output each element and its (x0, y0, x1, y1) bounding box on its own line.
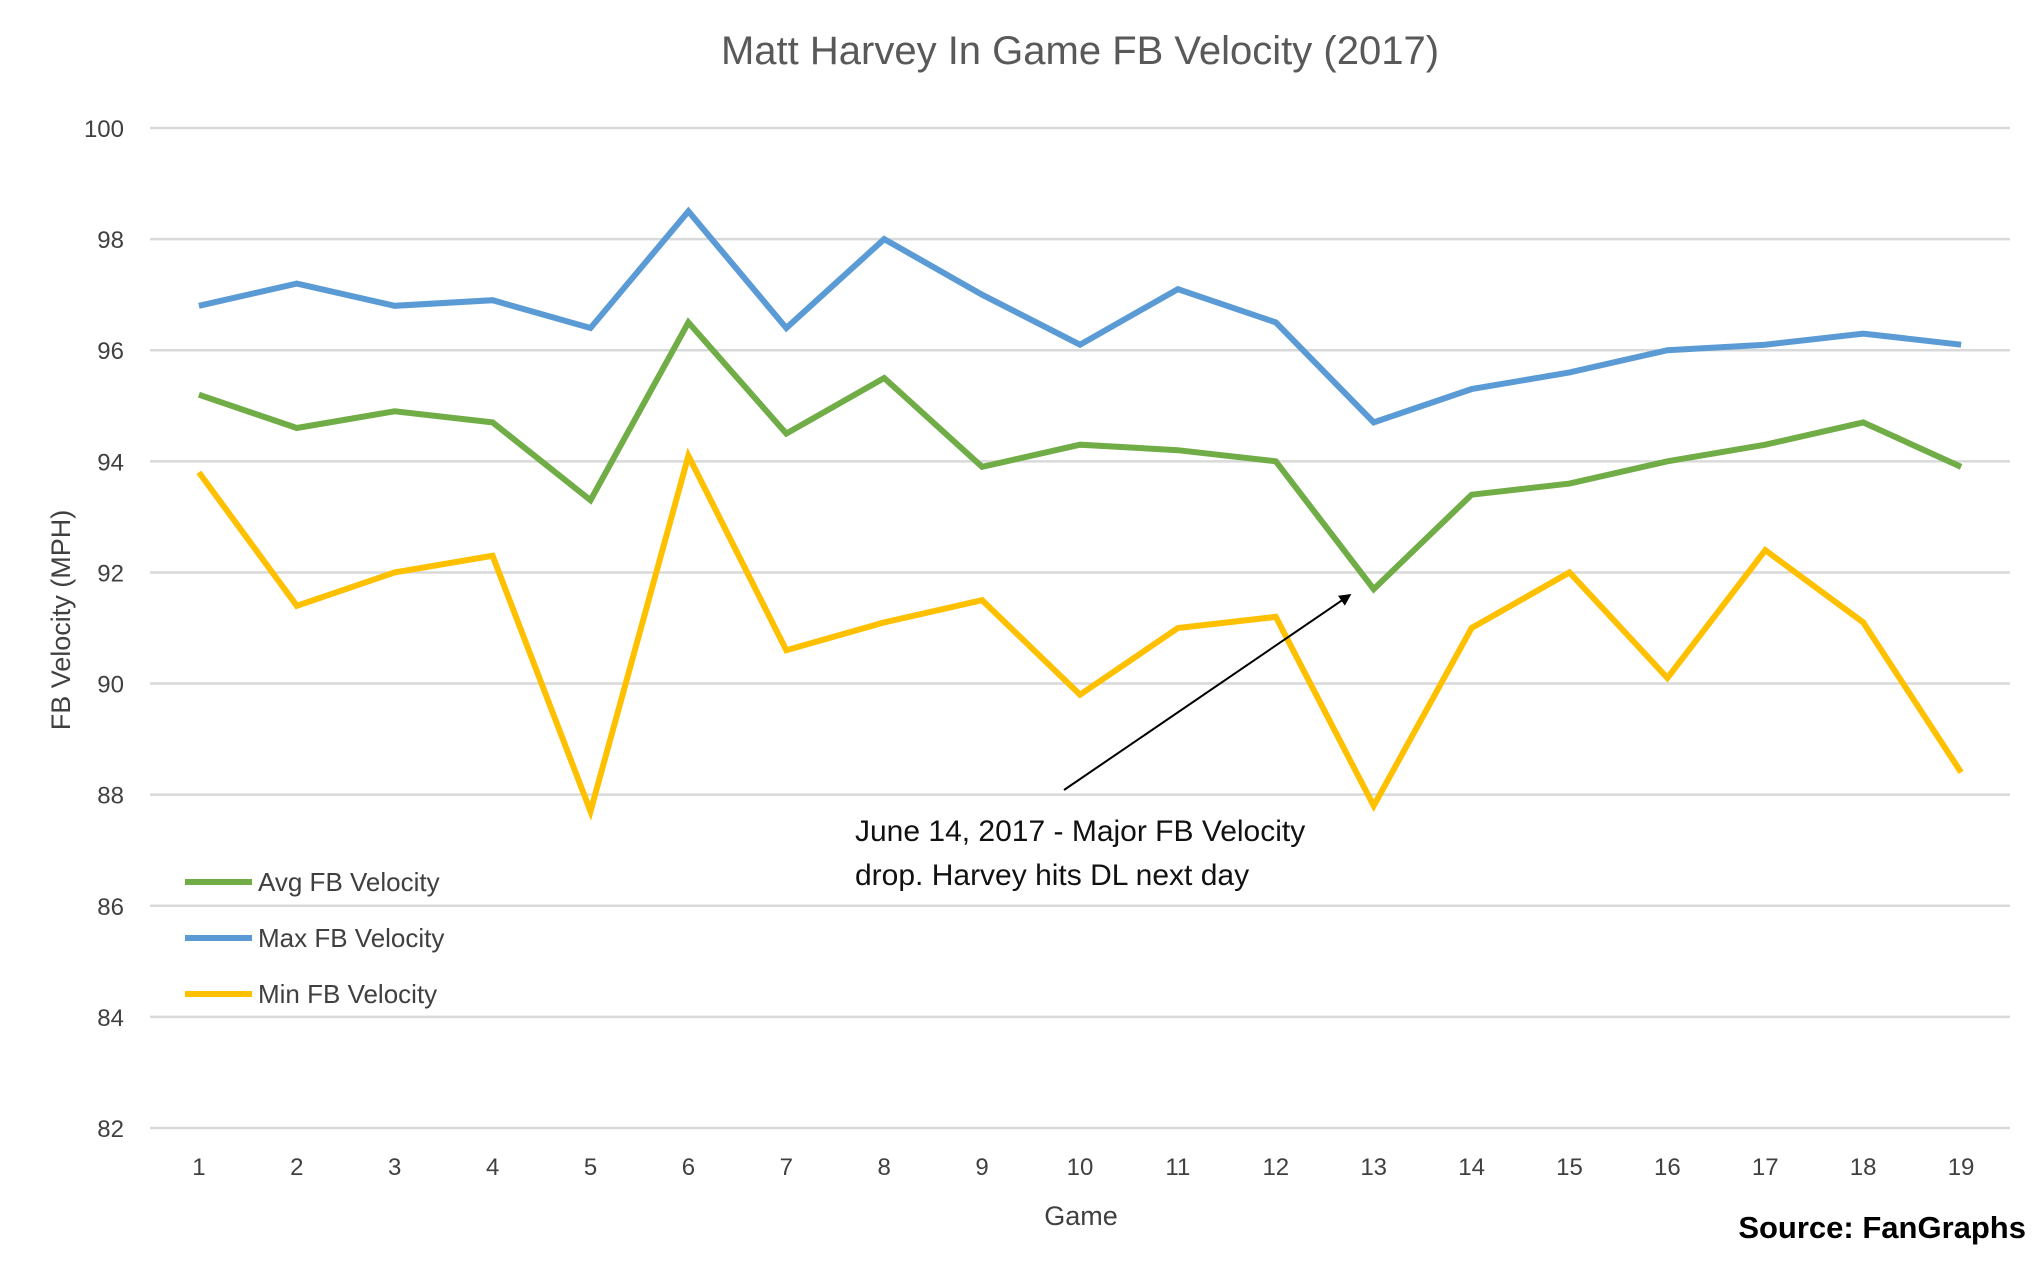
y-tick-label: 86 (97, 894, 124, 921)
y-tick-label: 94 (97, 449, 124, 476)
x-tick-label: 10 (1067, 1154, 1094, 1181)
series-lines (196, 206, 1964, 821)
y-tick-label: 88 (97, 783, 124, 810)
gridlines (150, 126, 2010, 1130)
y-tick-label: 92 (97, 560, 124, 587)
x-tick-label: 3 (388, 1154, 401, 1181)
annotation-line-2: drop. Harvey hits DL next day (855, 859, 1249, 892)
legend-label: Max FB Velocity (258, 923, 444, 953)
x-axis-tick-labels: 1 2 3 4 5 6 7 8 9 10 11 12 13 14 15 16 17 18 19 (192, 1154, 1974, 1181)
y-tick-label: 98 (97, 227, 124, 254)
x-axis-title: Game (1044, 1201, 1118, 1231)
legend-label: Avg FB Velocity (258, 867, 440, 897)
y-tick-label: 96 (97, 338, 124, 365)
x-tick-label: 8 (878, 1154, 891, 1181)
x-tick-label: 19 (1948, 1154, 1975, 1181)
x-tick-label: 13 (1360, 1154, 1387, 1181)
y-tick-label: 90 (97, 672, 124, 699)
series-line-avg-fb-velocity (197, 317, 1963, 594)
source-note: Source: FanGraphs (1738, 1210, 2026, 1245)
series-line-min-fb-velocity (196, 447, 1964, 821)
legend: Avg FB Velocity Max FB Velocity Min FB Vel… (185, 867, 444, 1009)
y-axis-tick-labels: 82 84 86 88 90 92 94 96 98 100 (84, 116, 124, 1143)
x-tick-label: 18 (1850, 1154, 1877, 1181)
annotation-line-1: June 14, 2017 - Major FB Velocity (855, 815, 1305, 848)
y-tick-label: 84 (97, 1005, 124, 1032)
series-line-max-fb-velocity (198, 206, 1962, 426)
x-tick-label: 11 (1165, 1154, 1190, 1181)
x-tick-label: 14 (1458, 1154, 1485, 1181)
x-tick-label: 6 (682, 1154, 695, 1181)
annotation: June 14, 2017 - Major FB Velocity drop. … (855, 593, 1352, 892)
x-tick-label: 12 (1262, 1154, 1289, 1181)
annotation-arrow (1063, 593, 1352, 791)
x-tick-label: 17 (1752, 1154, 1779, 1181)
y-axis-title: FB Velocity (MPH) (46, 510, 76, 731)
chart-title: Matt Harvey In Game FB Velocity (2017) (721, 29, 1439, 73)
legend-label: Min FB Velocity (258, 979, 437, 1009)
x-tick-label: 5 (584, 1154, 597, 1181)
x-tick-label: 2 (290, 1154, 303, 1181)
x-tick-label: 9 (975, 1154, 988, 1181)
x-tick-label: 16 (1654, 1154, 1681, 1181)
x-tick-label: 15 (1556, 1154, 1583, 1181)
x-tick-label: 7 (780, 1154, 793, 1181)
y-tick-label: 82 (97, 1116, 124, 1143)
x-tick-label: 1 (192, 1154, 205, 1181)
x-tick-label: 4 (486, 1154, 499, 1181)
y-tick-label: 100 (84, 116, 124, 143)
